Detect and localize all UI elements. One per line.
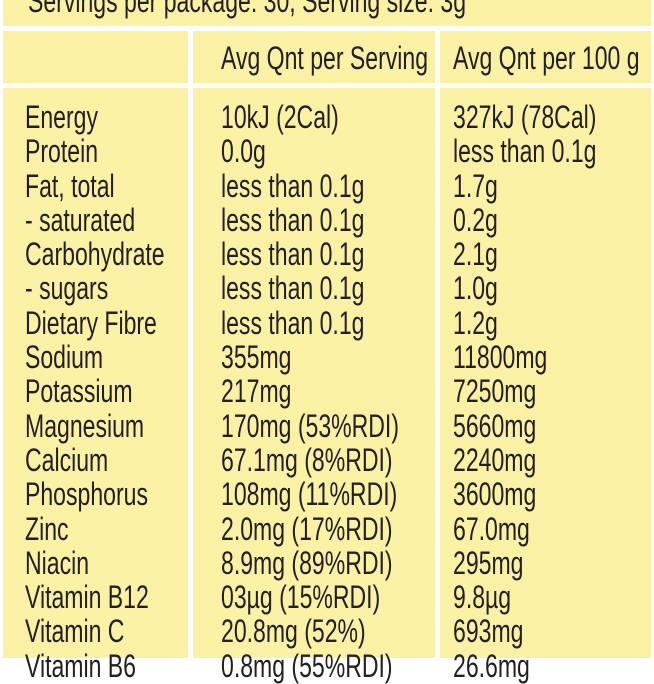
nutrient-name: Vitamin B12	[25, 579, 149, 616]
per-100g-value: 693mg	[453, 613, 524, 650]
nutrient-name: Magnesium	[25, 407, 145, 444]
header-cell-nutrient	[3, 31, 188, 83]
nutrient-name: Dietary Fibre	[25, 304, 157, 341]
nutrient-name: - saturated	[25, 201, 136, 238]
per-serving-value: 108mg (11%RDI)	[221, 476, 398, 513]
nutrient-name: Carbohydrate	[25, 236, 165, 273]
per-100g-value: 1.2g	[453, 304, 498, 341]
per-100g-value: less than 0.1g	[453, 133, 597, 170]
per-100g-value: 1.7g	[453, 167, 498, 204]
nutrient-name: Protein	[25, 133, 99, 170]
per-serving-value: 170mg (53%RDI)	[221, 407, 399, 444]
header-cell-per-100g: Avg Qnt per 100 g	[440, 31, 651, 83]
per-100g-value: 7250mg	[453, 373, 537, 410]
header-per-100g: Avg Qnt per 100 g	[453, 40, 640, 76]
nutrient-name: Calcium	[25, 441, 109, 478]
per-serving-value: less than 0.1g	[221, 270, 365, 307]
servings-text: Servings per package: 30, Serving size: …	[28, 0, 467, 19]
nutrient-name: Phosphorus	[25, 476, 148, 513]
column-nutrient	[3, 88, 188, 658]
per-serving-value: 20.8mg (52%)	[221, 613, 366, 650]
per-serving-value: 67.1mg (8%RDI)	[221, 441, 393, 478]
per-serving-value: 8.9mg (89%RDI)	[221, 544, 393, 581]
per-100g-value: 5660mg	[453, 407, 537, 444]
nutrient-name: Niacin	[25, 544, 90, 581]
per-serving-value: 10kJ (2Cal)	[221, 99, 339, 135]
header-cell-per-serving: Avg Qnt per Serving	[193, 31, 435, 83]
nutrient-name: Vitamin C	[25, 613, 125, 650]
per-100g-value: 0.2g	[453, 201, 498, 238]
per-serving-value: less than 0.1g	[221, 201, 365, 238]
nutrient-name: Sodium	[25, 339, 104, 376]
column-per-100g	[440, 88, 651, 658]
per-100g-value: 327kJ (78Cal)	[453, 99, 597, 135]
per-100g-value: 11800mg	[453, 339, 548, 376]
nutrient-name: Fat, total	[25, 167, 115, 204]
per-100g-value: 67.0mg	[453, 510, 530, 547]
per-100g-value: 1.0g	[453, 270, 498, 307]
per-serving-value: less than 0.1g	[221, 167, 365, 204]
per-serving-value: 03µg (15%RDI)	[221, 579, 381, 616]
per-100g-value: 9.8µg	[453, 579, 512, 616]
per-serving-value: less than 0.1g	[221, 304, 365, 341]
nutrient-name: - sugars	[25, 270, 109, 307]
nutrient-name: Zinc	[25, 510, 69, 547]
nutrient-name: Potassium	[25, 373, 133, 410]
per-serving-value: less than 0.1g	[221, 236, 365, 273]
nutrient-name: Energy	[25, 99, 99, 135]
header-per-serving: Avg Qnt per Serving	[221, 40, 429, 76]
per-100g-value: 2.1g	[453, 236, 498, 273]
per-serving-value: 217mg	[221, 373, 292, 410]
per-100g-value: 3600mg	[453, 476, 537, 513]
servings-banner: Servings per package: 30, Serving size: …	[3, 0, 651, 26]
column-per-serving	[193, 88, 435, 658]
per-serving-value: 0.0g	[221, 133, 266, 170]
per-100g-value: 295mg	[453, 544, 524, 581]
per-serving-value: 2.0mg (17%RDI)	[221, 510, 393, 547]
per-100g-value: 2240mg	[453, 441, 537, 478]
per-serving-value: 355mg	[221, 339, 292, 376]
